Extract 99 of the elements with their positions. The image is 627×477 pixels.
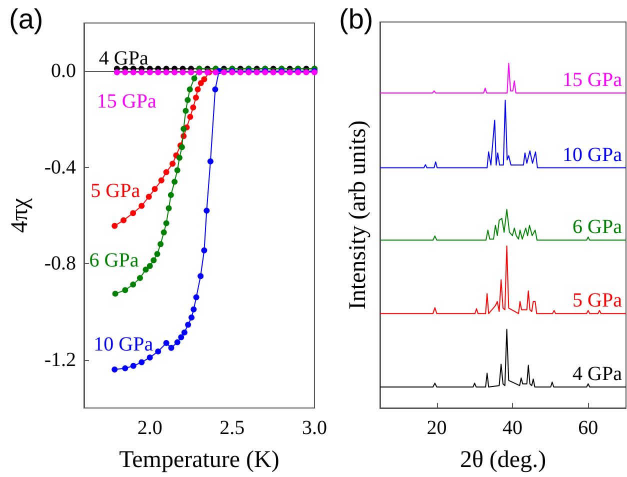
- y-tick-label: -1.2: [44, 348, 76, 371]
- point: [180, 126, 187, 132]
- series-label: 5 GPa: [90, 180, 140, 202]
- point: [163, 169, 170, 176]
- chart-title: (b): [339, 4, 374, 34]
- point: [193, 294, 200, 300]
- series-label: 10 GPa: [94, 334, 154, 356]
- point: [187, 114, 194, 120]
- point: [150, 257, 157, 264]
- point: [180, 69, 186, 76]
- series-label: 10 GPa: [562, 144, 622, 166]
- x-tick-label: 60: [578, 417, 598, 439]
- point: [163, 69, 170, 76]
- point: [146, 354, 153, 360]
- series-label: 15 GPa: [562, 68, 622, 91]
- x-axis-title: 2θ (deg.): [460, 447, 546, 473]
- y-axis-title: Intensity (arb units): [345, 120, 371, 310]
- point: [303, 69, 310, 76]
- series-label: 15 GPa: [96, 90, 156, 112]
- point: [122, 69, 128, 76]
- y-axis-title: 4πχ: [7, 198, 33, 233]
- point: [201, 76, 208, 82]
- x-tick-label: 20: [426, 417, 447, 439]
- point: [207, 158, 214, 164]
- point: [114, 69, 120, 76]
- point: [138, 202, 145, 209]
- point: [174, 339, 180, 346]
- point: [163, 340, 170, 346]
- x-tick-label: 2.0: [137, 417, 162, 439]
- point: [160, 229, 167, 236]
- point: [172, 69, 178, 76]
- point: [168, 192, 174, 198]
- point: [172, 178, 178, 185]
- x-axis-title: Temperature (K): [119, 447, 280, 473]
- point: [181, 329, 188, 336]
- point: [192, 94, 199, 101]
- point: [136, 275, 143, 282]
- point: [130, 282, 136, 288]
- point: [112, 366, 118, 372]
- point: [188, 314, 195, 321]
- point: [286, 69, 293, 76]
- point: [254, 69, 260, 76]
- series-label: 6 GPa: [572, 216, 622, 238]
- point: [270, 69, 276, 76]
- point: [158, 241, 164, 248]
- point: [152, 186, 158, 192]
- point: [146, 194, 152, 200]
- point: [155, 348, 162, 354]
- point: [146, 263, 153, 270]
- y-tick-label: -0.4: [44, 156, 76, 178]
- y-tick-label: -0.8: [44, 252, 76, 275]
- point: [122, 365, 128, 372]
- point: [204, 208, 210, 214]
- point: [188, 69, 194, 76]
- point: [198, 80, 204, 86]
- point: [154, 251, 160, 257]
- x-tick-label: 3.0: [302, 417, 327, 439]
- point: [178, 334, 184, 340]
- chart-title: (a): [9, 4, 44, 34]
- point: [186, 86, 193, 92]
- point: [201, 247, 208, 254]
- point: [176, 154, 182, 161]
- point: [190, 104, 196, 110]
- x-tick-label: 40: [502, 417, 522, 439]
- point: [122, 287, 128, 294]
- point: [174, 167, 180, 174]
- point: [196, 69, 202, 76]
- point: [182, 108, 189, 114]
- point: [130, 362, 136, 369]
- point: [158, 177, 164, 184]
- series-label: 4 GPa: [572, 362, 622, 385]
- point: [112, 290, 118, 297]
- point: [170, 160, 176, 167]
- point: [155, 69, 162, 76]
- point: [166, 205, 172, 212]
- point: [138, 69, 145, 76]
- point: [190, 306, 197, 312]
- point: [191, 75, 198, 82]
- point: [237, 69, 244, 76]
- point: [120, 217, 127, 224]
- point: [146, 69, 153, 76]
- point: [112, 222, 118, 229]
- series-label: 4 GPa: [98, 48, 148, 70]
- point: [194, 86, 201, 92]
- y-tick-label: 0.0: [51, 60, 76, 82]
- point: [198, 273, 204, 280]
- series-label: 6 GPa: [89, 250, 139, 272]
- point: [184, 97, 191, 103]
- point: [220, 69, 227, 76]
- point: [212, 86, 218, 92]
- point: [163, 220, 170, 226]
- series-label: 5 GPa: [572, 290, 622, 312]
- point: [168, 344, 174, 351]
- point: [130, 69, 136, 76]
- point: [138, 359, 145, 366]
- point: [142, 266, 149, 273]
- point: [130, 210, 136, 216]
- x-tick-label: 2.5: [220, 417, 245, 439]
- point: [185, 322, 192, 328]
